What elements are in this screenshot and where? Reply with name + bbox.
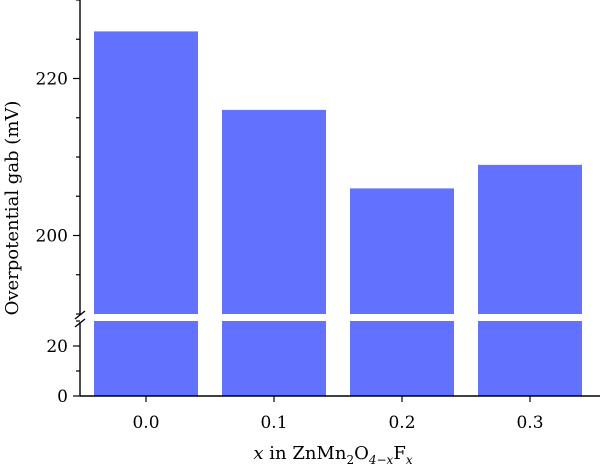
bar-lower-1: [222, 321, 326, 396]
bars-group: [94, 31, 582, 396]
ticks-group: 0.0 0.1 0.2 0.3 200 220 0 20: [36, 0, 544, 433]
bar-lower-0: [94, 321, 198, 396]
x-tick-label-0: 0.0: [132, 413, 159, 433]
bar-upper-1: [222, 109, 326, 315]
bar-lower-2: [350, 321, 454, 396]
y-tick-label-0: 0: [57, 387, 68, 407]
y-tick-label-200: 200: [36, 227, 68, 247]
bar-upper-3: [478, 164, 582, 314]
bar-upper-2: [350, 188, 454, 314]
bar-lower-3: [478, 321, 582, 396]
y-axis-title: Overpotential gab (mV): [2, 101, 23, 316]
bar-upper-0: [94, 31, 198, 315]
y-tick-label-20: 20: [46, 337, 68, 357]
y-tick-label-220: 220: [36, 70, 68, 90]
x-tick-label-3: 0.3: [516, 413, 543, 433]
x-axis-title: x in ZnMn2O4−xFx: [253, 443, 412, 466]
x-tick-label-2: 0.2: [388, 413, 415, 433]
x-tick-label-1: 0.1: [260, 413, 287, 433]
